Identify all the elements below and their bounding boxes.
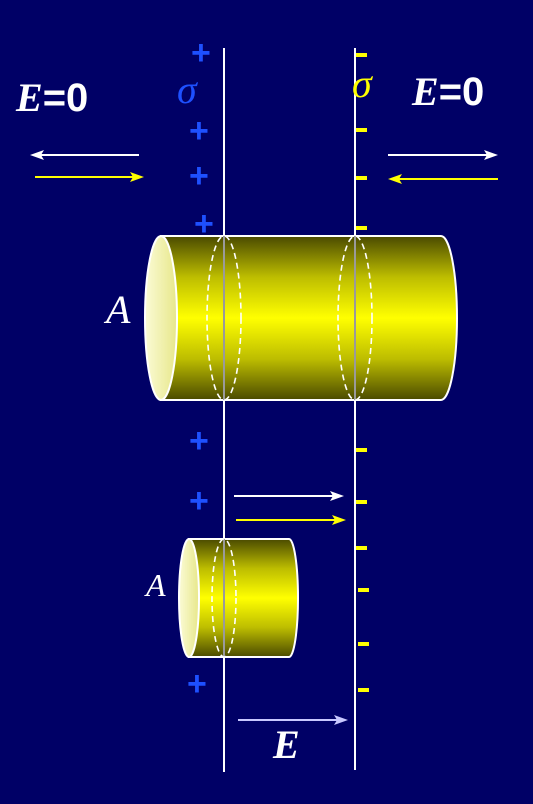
e-zero-right-label: E=0 xyxy=(412,69,485,114)
small-gaussian-cylinder xyxy=(178,538,299,658)
positive-charge: + xyxy=(187,665,207,703)
cross-section-small xyxy=(211,538,237,658)
negative-charge xyxy=(356,500,367,504)
arrow-left-yellow xyxy=(35,172,144,182)
negative-charge xyxy=(356,546,367,550)
negative-charge xyxy=(356,226,367,230)
negative-charge xyxy=(356,448,367,452)
sigma-positive-label: σ xyxy=(177,67,197,112)
area-large-label: A xyxy=(106,287,131,332)
cross-section-left xyxy=(206,235,242,401)
negative-charge xyxy=(356,53,367,57)
large-gaussian-cylinder xyxy=(144,235,458,401)
positive-charge: + xyxy=(189,157,209,195)
positive-charge: + xyxy=(194,205,214,243)
arrow-right-white xyxy=(388,150,498,160)
negative-charge xyxy=(356,128,367,132)
positive-charge: + xyxy=(191,34,211,72)
e-zero-value: =0 xyxy=(42,76,89,120)
arrow-right-yellow xyxy=(388,174,498,184)
cross-section-right xyxy=(337,235,373,401)
e-symbol: E xyxy=(16,75,43,120)
arrow-between-yellow xyxy=(236,515,346,525)
negative-charge xyxy=(358,642,369,646)
arrow-field-e xyxy=(238,715,348,725)
positive-charge: + xyxy=(189,112,209,150)
negative-charge xyxy=(358,588,369,592)
e-zero-value: =0 xyxy=(438,70,485,114)
arrow-left-white xyxy=(30,150,139,160)
sigma-negative-label: σ xyxy=(352,61,372,106)
positive-charge: + xyxy=(189,422,209,460)
positive-charge: + xyxy=(189,482,209,520)
arrow-between-white xyxy=(234,491,344,501)
e-symbol: E xyxy=(412,69,439,114)
e-zero-left-label: E=0 xyxy=(16,75,89,120)
field-e-label: E xyxy=(273,722,300,767)
negative-charge xyxy=(358,688,369,692)
negative-charge xyxy=(356,176,367,180)
area-small-label: A xyxy=(146,567,166,603)
